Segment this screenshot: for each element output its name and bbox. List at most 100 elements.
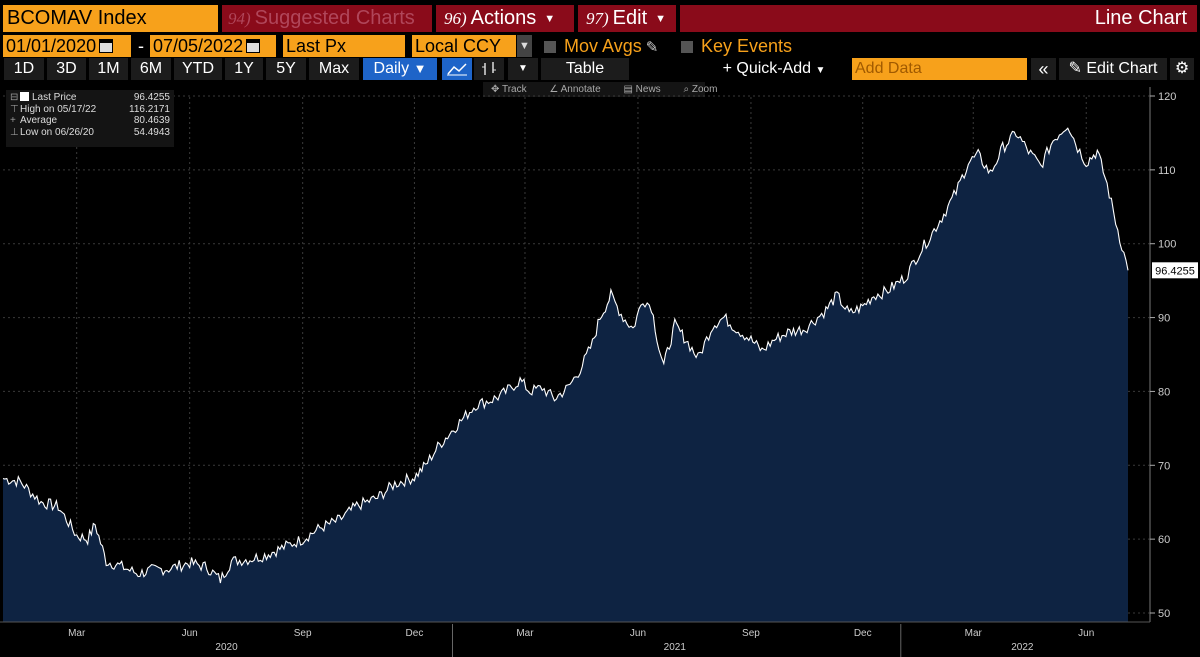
chevron-down-icon: ▼ — [815, 65, 826, 76]
add-data-placeholder: Add Data — [855, 60, 922, 77]
start-date-text: 01/01/2020 — [6, 36, 97, 56]
actions-label: Actions — [470, 7, 537, 29]
quick-add-label: + Quick-Add — [722, 60, 812, 77]
currency-select[interactable]: Local CCY — [412, 35, 516, 57]
average-marker-icon: + — [10, 115, 16, 126]
edit-num: 97) — [586, 9, 609, 28]
checkbox-icon[interactable] — [544, 41, 556, 53]
legend-value: 116.2171 — [129, 103, 170, 115]
chevron-down-icon: ▼ — [544, 13, 556, 25]
suggested-label: Suggested Charts — [254, 7, 415, 29]
legend-value: 80.4639 — [133, 115, 170, 126]
last-value-tag — [1152, 262, 1198, 279]
x-tick-label: Jun — [182, 628, 198, 639]
bar-chart-style-button[interactable] — [474, 58, 504, 80]
edit-label: Edit — [612, 7, 648, 29]
actions-menu[interactable]: 96) Actions ▼ — [436, 5, 574, 32]
double-chevron-left-icon: « — [1038, 59, 1049, 79]
period-button-6m[interactable]: 6M — [131, 58, 171, 80]
news-tool[interactable]: ▤ News — [623, 84, 661, 95]
ticker-text: BCOMAV Index — [7, 7, 147, 29]
annotate-label: Annotate — [560, 84, 601, 95]
y-tick-label: 70 — [1158, 460, 1170, 472]
currency-text: Local CCY — [415, 36, 502, 56]
pencil-icon[interactable]: ✎ — [645, 39, 659, 56]
quick-add-button[interactable]: + Quick-Add ▼ — [712, 58, 836, 80]
y-tick-label: 90 — [1158, 313, 1170, 325]
chevron-down-icon: ▼ — [518, 63, 528, 74]
edit-chart-button[interactable]: ✎ Edit Chart — [1059, 58, 1167, 80]
chart-style-dropdown[interactable]: ▼ — [508, 58, 538, 80]
last-value-label: 96.4255 — [1155, 265, 1195, 277]
year-label: 2020 — [215, 642, 238, 653]
frequency-select[interactable]: Daily ▼ — [363, 58, 437, 80]
x-tick-label: Dec — [406, 628, 424, 639]
zoom-tool[interactable]: ⌕ Zoom — [683, 84, 718, 95]
end-date-text: 07/05/2022 — [153, 36, 244, 56]
legend-value: 54.4943 — [133, 126, 170, 138]
period-button-5y[interactable]: 5Y — [266, 58, 306, 80]
actions-num: 96) — [444, 9, 467, 28]
period-label: 1D — [13, 60, 35, 77]
legend-row-last: ⊟ Last Price 96.4255 — [10, 92, 170, 104]
y-tick-label: 60 — [1158, 534, 1170, 546]
key-events-toggle[interactable]: Key Events — [681, 35, 811, 57]
x-tick-label: Jun — [630, 628, 646, 639]
x-tick-label: Dec — [854, 628, 872, 639]
add-data-input[interactable]: Add Data — [852, 58, 1027, 80]
frequency-label: Daily — [373, 60, 410, 77]
low-marker-icon: ⊥ — [10, 126, 19, 138]
legend-row-low: ⊥Low on 06/26/20 54.4943 — [10, 127, 170, 139]
gear-icon: ⚙ — [1174, 60, 1190, 77]
legend-label: Last Price — [32, 92, 77, 103]
price-line — [2, 127, 1129, 584]
track-tool[interactable]: ✥ Track — [491, 84, 527, 95]
collapse-button[interactable]: « — [1031, 58, 1056, 80]
legend-label: High on 05/17/22 — [20, 103, 97, 115]
suggested-num: 94) — [228, 9, 251, 28]
price-area — [3, 128, 1128, 622]
legend-value: 96.4255 — [133, 92, 170, 103]
period-label: 1Y — [234, 60, 254, 77]
period-button-max[interactable]: Max — [309, 58, 359, 80]
y-tick-label: 100 — [1158, 239, 1176, 251]
triangle-down-icon: ▼ — [413, 61, 427, 76]
mov-avgs-toggle[interactable]: Mov Avgs ✎ — [544, 35, 672, 57]
start-date-input[interactable]: 01/01/2020 — [3, 35, 131, 57]
table-button[interactable]: Table — [541, 58, 629, 80]
period-button-ytd[interactable]: YTD — [174, 58, 222, 80]
period-button-1y[interactable]: 1Y — [225, 58, 263, 80]
end-date-input[interactable]: 07/05/2022 — [150, 35, 276, 57]
period-button-1d[interactable]: 1D — [4, 58, 44, 80]
date-separator: - — [138, 36, 144, 56]
edit-menu[interactable]: 97) Edit ▼ — [578, 5, 676, 32]
period-label: 6M — [139, 60, 163, 77]
settings-button[interactable]: ⚙ — [1170, 58, 1194, 80]
checkbox-icon[interactable] — [681, 41, 693, 53]
key-events-label: Key Events — [701, 36, 793, 56]
calendar-icon[interactable] — [99, 39, 114, 53]
table-label: Table — [565, 60, 605, 77]
zoom-label: Zoom — [691, 84, 718, 95]
suggested-charts-menu[interactable]: 94) Suggested Charts — [222, 5, 432, 32]
period-label: 5Y — [276, 60, 296, 77]
x-tick-label: Mar — [965, 628, 983, 639]
legend-label: Low on 06/26/20 — [20, 126, 94, 138]
ticker-field[interactable]: BCOMAV Index — [3, 5, 218, 32]
chevron-down-icon: ▼ — [655, 13, 667, 25]
line-chart-icon — [447, 63, 467, 76]
x-tick-label: Mar — [516, 628, 534, 639]
annotate-tool[interactable]: ∠ Annotate — [549, 84, 601, 95]
field-select[interactable]: Last Px — [283, 35, 405, 57]
chart-tools-bar: ✥ Track ∠ Annotate ▤ News ⌕ Zoom — [483, 82, 717, 97]
calendar-icon[interactable] — [246, 39, 261, 53]
y-tick-label: 50 — [1158, 608, 1170, 620]
period-button-1m[interactable]: 1M — [89, 58, 128, 80]
line-chart-style-button[interactable] — [442, 58, 472, 80]
y-tick-label: 120 — [1158, 91, 1176, 103]
year-label: 2022 — [1011, 642, 1034, 653]
currency-dropdown-button[interactable]: ▼ — [517, 35, 532, 57]
period-button-3d[interactable]: 3D — [47, 58, 86, 80]
pencil-icon: ✎ — [1068, 60, 1082, 77]
